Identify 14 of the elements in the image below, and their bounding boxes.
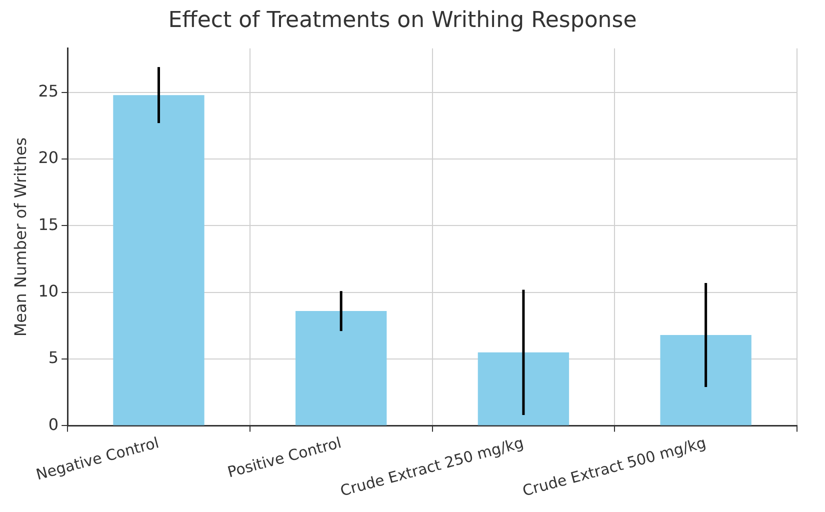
x-tick-label: Negative Control — [34, 434, 161, 484]
x-tick-label: Positive Control — [226, 434, 344, 482]
y-tick-label: 15 — [38, 214, 59, 234]
chart-title: Effect of Treatments on Writhing Response — [168, 8, 637, 33]
bar — [296, 311, 387, 426]
y-tick-label: 5 — [48, 348, 59, 368]
y-tick-label: 0 — [48, 414, 59, 434]
bar — [113, 95, 204, 426]
y-axis-title: Mean Number of Writhes — [10, 137, 30, 337]
y-tick-label: 25 — [38, 82, 59, 101]
y-tick-label: 20 — [38, 148, 59, 168]
bar — [478, 352, 570, 426]
bar — [660, 335, 752, 426]
y-tick-label: 10 — [38, 282, 59, 301]
